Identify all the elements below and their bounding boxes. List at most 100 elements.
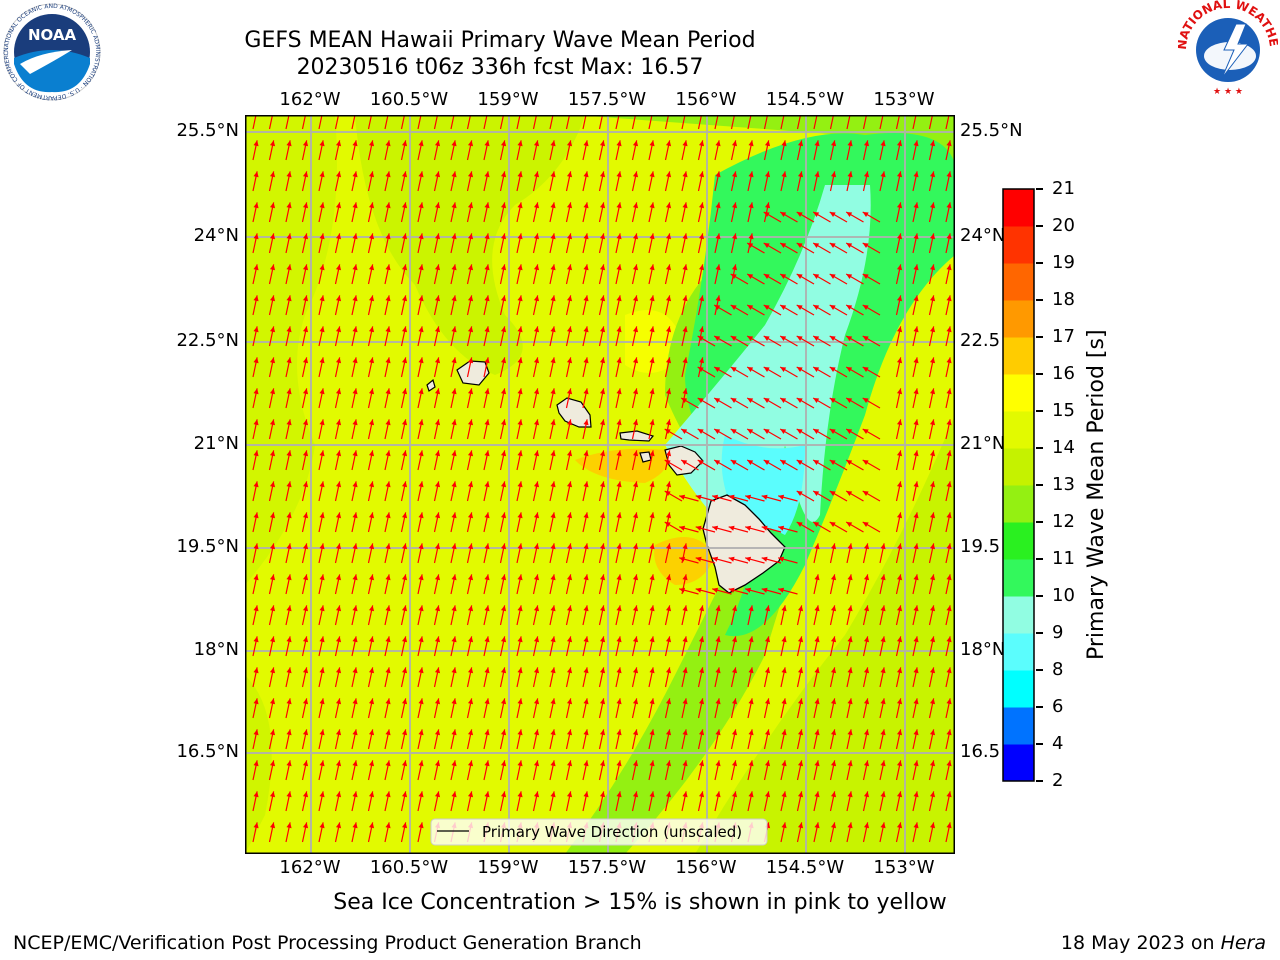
wave-arrow-head [566,605,573,612]
wave-arrow-head [269,543,276,550]
wave-arrow-head [599,357,606,364]
wave-arrow-head [913,140,919,147]
wave-arrow-shaft [499,115,505,130]
wave-arrow-head [896,636,903,643]
wave-arrow-head [533,760,540,767]
wave-arrow-head [913,233,919,240]
wave-arrow-head [763,212,770,217]
wave-arrow-head [781,667,787,674]
wave-arrow-head [286,326,292,333]
wave-arrow-head [484,233,490,240]
wave-arrow-head [796,367,803,372]
lat-tick-left: 21°N [193,433,239,454]
wave-arrow-head [599,512,606,519]
wave-arrow-head [731,760,738,767]
wave-arrow-head [682,729,688,736]
wave-arrow-head [319,636,325,643]
wave-arrow-head [946,605,952,612]
wave-arrow-head [913,729,919,736]
wave-arrow-head [385,605,391,612]
wave-arrow-head [368,636,375,643]
wave-arrow-head [385,357,391,364]
colorbar-cell [1003,263,1034,301]
wave-arrow-shaft [829,115,835,130]
wave-arrow-head [781,698,787,705]
lat-tick-right: 19.5 [960,536,1001,557]
wave-arrow-head [695,494,702,500]
wave-arrow-shaft [928,115,934,130]
wave-arrow-head [368,202,375,209]
wave-arrow-head [451,264,457,271]
wave-arrow-head [517,636,523,643]
wave-arrow-head [286,543,292,550]
wave-arrow-shaft [846,115,851,130]
wave-arrow-head [913,667,919,674]
wave-arrow-head [302,295,309,302]
wave-arrow-head [484,760,490,767]
colorbar-tick [1036,669,1043,671]
wave-arrow-head [649,388,655,395]
wave-arrow-head [269,791,276,798]
wave-arrow-head [829,491,836,496]
wave-arrow-head [863,791,870,798]
wave-arrow-head [830,171,837,178]
wave-arrow-head [385,140,391,147]
wave-arrow-head [451,388,457,395]
wave-arrow-head [830,729,837,736]
wave-arrow-head [747,367,754,372]
wave-arrow-head [517,171,523,178]
wave-arrow-head [302,140,309,147]
wave-arrow-head [451,698,457,705]
wave-arrow-head [401,791,408,798]
wave-arrow-head [778,525,785,531]
wave-arrow-head [715,171,721,178]
wave-arrow-head [747,243,754,248]
field-region-13s-north [355,115,585,375]
wave-arrow-head [929,388,936,395]
wave-arrow-head [698,605,705,612]
wave-arrow-head [418,140,424,147]
wave-arrow-head [780,460,787,465]
wave-arrow-head [517,574,523,581]
wave-arrow-head [913,357,919,364]
nws-logo: NATIONAL WEATHER SERVICE ★ ★ ★ [1178,0,1278,97]
wave-arrow-head [533,388,540,395]
wave-arrow-head [761,494,768,500]
wave-arrow-head [682,295,688,302]
wave-arrow-head [583,481,589,488]
wave-arrow-head [814,636,820,643]
colorbar-cell [1003,189,1034,227]
colorbar-tick-label: 8 [1052,659,1064,680]
wave-arrow-head [566,419,573,426]
wave-arrow-head [616,605,622,612]
wave-arrow-head [352,357,358,364]
wave-arrow-head [418,481,424,488]
wave-arrow-head [665,419,672,426]
wave-arrow-head [434,140,441,147]
wave-arrow-head [913,264,919,271]
wave-arrow-head [847,543,853,550]
colorbar-tick-label: 13 [1052,474,1075,495]
wave-arrow-head [731,791,738,798]
wave-arrow-head [863,171,870,178]
wave-arrow-head [847,574,853,581]
wave-arrow-head [880,698,886,705]
wave-arrow-head [714,429,721,434]
wave-arrow-head [797,822,804,829]
wave-arrow-head [649,202,655,209]
wave-arrow-head [352,388,358,395]
wave-arrow-head [434,326,441,333]
wave-arrow-head [780,429,787,434]
wave-arrow-head [385,543,391,550]
wave-arrow-head [484,419,490,426]
wave-arrow-head [599,760,606,767]
lon-tick-top: 153°W [873,89,935,110]
wave-arrow-head [269,636,276,643]
wave-arrow-head [500,450,507,457]
wave-arrow-head [253,171,259,178]
wave-arrow-head [796,460,803,465]
wave-arrow-head [352,233,358,240]
wave-arrow-head [467,512,474,519]
wave-arrow-head [302,574,309,581]
lon-tick-bottom: 162°W [279,857,341,878]
